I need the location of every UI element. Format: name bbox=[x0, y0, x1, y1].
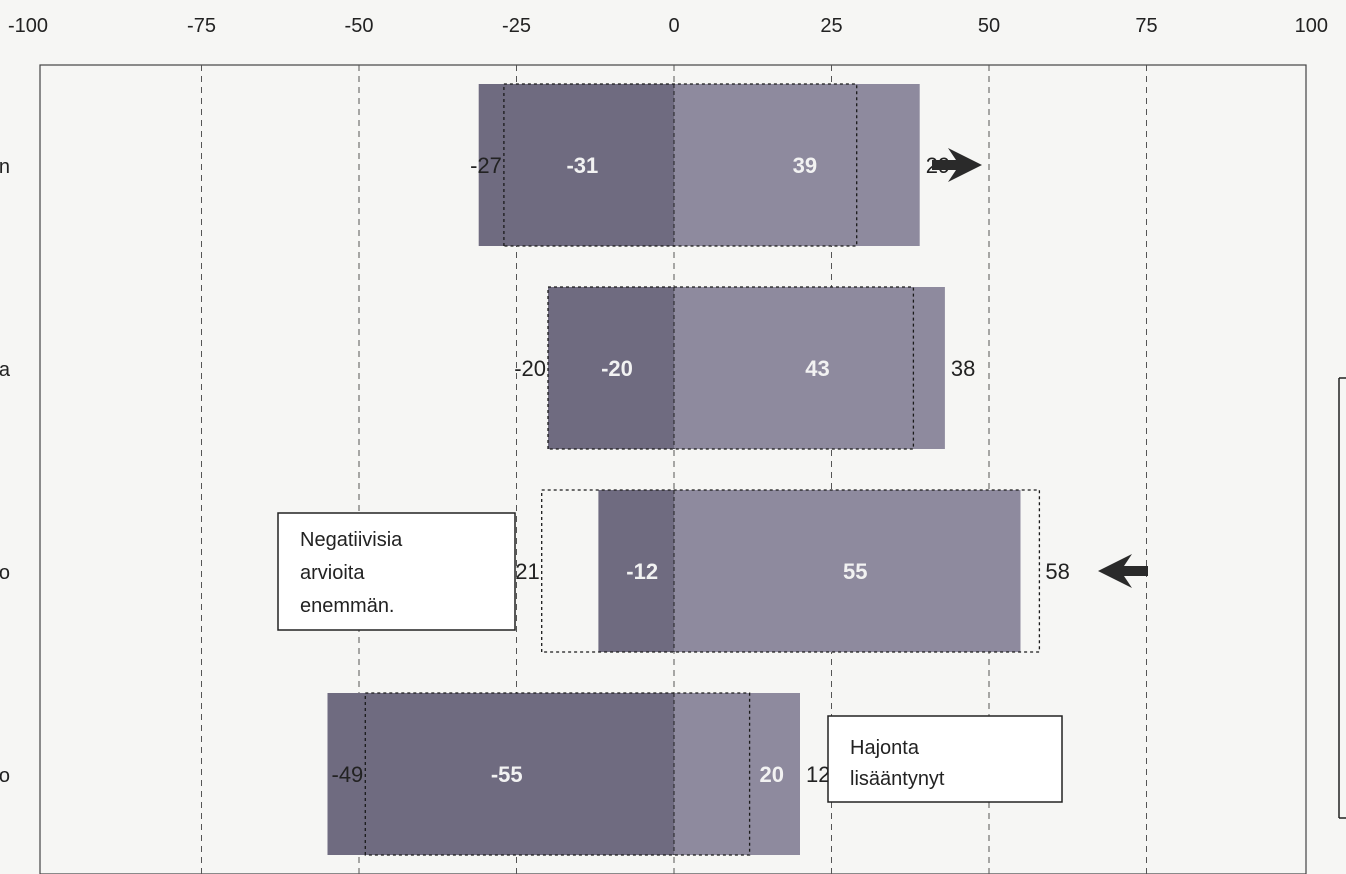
annotation-box-spread: Hajonta lisääntynyt bbox=[827, 715, 1063, 803]
bars bbox=[327, 84, 1021, 855]
previous-value-outline bbox=[547, 286, 915, 450]
value-label-negative: -12 bbox=[626, 559, 658, 584]
value-label-negative: -31 bbox=[566, 153, 598, 178]
value-label-positive: 43 bbox=[805, 356, 829, 381]
previous-label-positive: 38 bbox=[951, 356, 975, 381]
annotation-negative-line-2: arvioita bbox=[300, 562, 365, 584]
x-tick-label: 0 bbox=[668, 15, 679, 37]
annotation-negative-line-1: Negatiivisia bbox=[300, 529, 403, 551]
trend-arrows bbox=[932, 148, 1148, 588]
x-tick-label: 25 bbox=[820, 15, 842, 37]
value-label-positive: 39 bbox=[793, 153, 817, 178]
x-tick-label: 50 bbox=[978, 15, 1000, 37]
bar-negative bbox=[548, 287, 674, 449]
bar-negative bbox=[478, 84, 674, 246]
value-label-positive: 20 bbox=[760, 762, 784, 787]
arrow-left-icon bbox=[1098, 554, 1148, 588]
bar-negative bbox=[327, 693, 674, 855]
annotation-negative-line-3: enemmän. bbox=[300, 595, 395, 617]
category-label: n bbox=[0, 156, 10, 178]
value-label-negative: -20 bbox=[601, 356, 633, 381]
value-label-negative: -55 bbox=[491, 762, 523, 787]
previous-value-markers bbox=[364, 83, 1041, 856]
x-tick-label: -50 bbox=[345, 15, 374, 37]
category-labels: n a o o bbox=[0, 156, 11, 787]
value-label-positive: 55 bbox=[843, 559, 867, 584]
category-label: o bbox=[0, 765, 10, 787]
category-label: a bbox=[0, 359, 11, 381]
bar-positive bbox=[674, 287, 945, 449]
x-tick-label: -25 bbox=[502, 15, 531, 37]
previous-label-negative: -27 bbox=[470, 153, 502, 178]
bar-positive bbox=[674, 693, 800, 855]
annotation-spread-line-2: lisääntynyt bbox=[850, 768, 945, 790]
previous-label-positive: 58 bbox=[1045, 559, 1069, 584]
legend-box-fragment bbox=[1338, 377, 1346, 819]
bar-negative bbox=[598, 490, 674, 652]
previous-value-outline bbox=[503, 83, 858, 247]
previous-value-outline bbox=[364, 692, 751, 856]
arrow-right-icon bbox=[932, 148, 982, 182]
category-label: o bbox=[0, 562, 10, 584]
previous-label-positive: 12 bbox=[806, 762, 830, 787]
bar-positive bbox=[674, 84, 920, 246]
annotation-spread-line-1: Hajonta bbox=[850, 737, 920, 759]
x-tick-label: -100 bbox=[8, 15, 48, 37]
bar-positive bbox=[674, 490, 1021, 652]
x-tick-label: 75 bbox=[1135, 15, 1157, 37]
previous-label-negative: -49 bbox=[332, 762, 364, 787]
x-tick-label: -75 bbox=[187, 15, 216, 37]
annotation-box-negative: Negatiivisia arvioita enemmän. bbox=[277, 512, 516, 631]
x-axis-ticks: -100 -75 -50 -25 0 25 50 75 100 bbox=[8, 15, 1328, 37]
previous-label-negative: -20 bbox=[514, 356, 546, 381]
previous-value-outline bbox=[541, 489, 1041, 653]
x-tick-label: 100 bbox=[1295, 15, 1328, 37]
